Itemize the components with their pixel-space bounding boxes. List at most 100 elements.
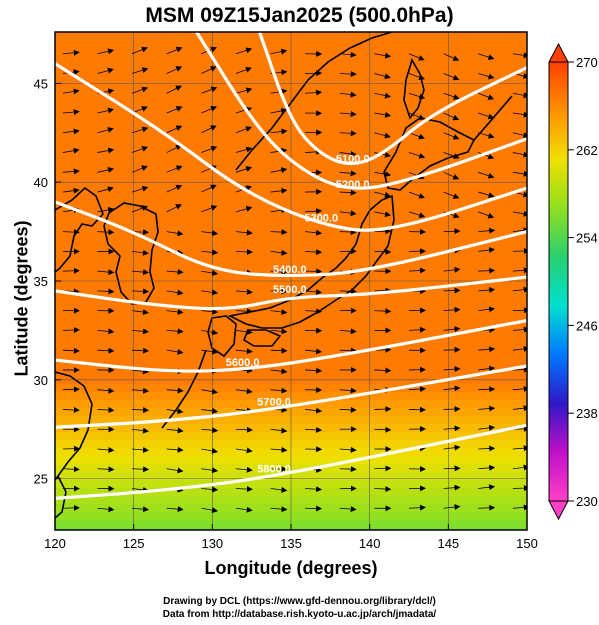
field-cell bbox=[199, 440, 208, 449]
field-cell bbox=[151, 424, 160, 433]
field-cell bbox=[63, 120, 72, 129]
field-cell bbox=[159, 376, 168, 385]
field-cell bbox=[415, 472, 424, 481]
field-cell bbox=[487, 40, 496, 49]
field-cell bbox=[271, 104, 280, 113]
field-cell bbox=[359, 144, 368, 153]
field-cell bbox=[455, 184, 464, 193]
field-cell bbox=[191, 208, 200, 217]
field-cell bbox=[519, 96, 527, 105]
field-cell bbox=[167, 80, 176, 89]
field-cell bbox=[279, 256, 288, 265]
wind-arrow bbox=[166, 308, 184, 315]
field-cell bbox=[63, 480, 72, 489]
wind-arrow bbox=[339, 466, 357, 473]
field-cell bbox=[407, 512, 416, 521]
field-cell bbox=[167, 152, 176, 161]
field-cell bbox=[159, 496, 168, 505]
field-cell bbox=[231, 224, 240, 233]
field-cell bbox=[479, 40, 488, 49]
field-cell bbox=[247, 528, 256, 530]
field-cell bbox=[199, 288, 208, 297]
field-cell bbox=[55, 368, 64, 377]
field-cell bbox=[335, 320, 344, 329]
colorbar-tick-label: 262 bbox=[576, 143, 598, 158]
wind-arrow bbox=[131, 86, 149, 94]
field-cell bbox=[255, 344, 264, 353]
colorbar-tick-label: 230 bbox=[576, 494, 598, 509]
field-cell bbox=[447, 176, 456, 185]
field-cell bbox=[247, 456, 256, 465]
field-cell bbox=[191, 32, 200, 41]
field-cell bbox=[175, 192, 184, 201]
field-cell bbox=[127, 272, 136, 281]
field-cell bbox=[439, 384, 448, 393]
field-cell bbox=[375, 232, 384, 241]
field-cell bbox=[191, 288, 200, 297]
field-cell bbox=[431, 200, 440, 209]
field-cell bbox=[367, 200, 376, 209]
field-cell bbox=[487, 512, 496, 521]
field-cell bbox=[223, 112, 232, 121]
field-cell bbox=[63, 72, 72, 81]
field-cell bbox=[167, 392, 176, 401]
field-cell bbox=[151, 280, 160, 289]
field-cell bbox=[463, 184, 472, 193]
field-cell bbox=[223, 88, 232, 97]
field-cell bbox=[383, 48, 392, 57]
field-cell bbox=[55, 488, 64, 497]
field-cell bbox=[303, 88, 312, 97]
field-cell bbox=[199, 240, 208, 249]
field-cell bbox=[471, 344, 480, 353]
field-cell bbox=[55, 480, 64, 489]
field-cell bbox=[223, 168, 232, 177]
field-cell bbox=[503, 152, 512, 161]
field-cell bbox=[503, 416, 512, 425]
wind-arrow bbox=[443, 92, 460, 100]
field-cell bbox=[143, 392, 152, 401]
field-cell bbox=[239, 456, 248, 465]
field-cell bbox=[159, 320, 168, 329]
field-cell bbox=[127, 416, 136, 425]
field-cell bbox=[495, 488, 504, 497]
field-cell bbox=[159, 32, 168, 41]
field-cell bbox=[239, 272, 248, 281]
field-cell bbox=[55, 280, 64, 289]
field-cell bbox=[263, 192, 272, 201]
field-cell bbox=[503, 336, 512, 345]
field-cell bbox=[55, 216, 64, 225]
field-cell bbox=[335, 160, 344, 169]
field-cell bbox=[207, 72, 216, 81]
field-cell bbox=[151, 456, 160, 465]
field-cell bbox=[79, 240, 88, 249]
field-cell bbox=[487, 88, 496, 97]
field-cell bbox=[135, 56, 144, 65]
field-cell bbox=[175, 376, 184, 385]
field-cell bbox=[407, 168, 416, 177]
field-cell bbox=[135, 440, 144, 449]
field-cell bbox=[207, 88, 216, 97]
field-cell bbox=[207, 272, 216, 281]
field-cell bbox=[311, 344, 320, 353]
field-cell bbox=[199, 416, 208, 425]
field-cell bbox=[351, 296, 360, 305]
field-cell bbox=[103, 384, 112, 393]
field-cell bbox=[71, 64, 80, 73]
field-cell bbox=[215, 80, 224, 89]
field-cell bbox=[359, 456, 368, 465]
field-cell bbox=[87, 104, 96, 113]
field-cell bbox=[479, 384, 488, 393]
field-cell bbox=[167, 288, 176, 297]
field-cell bbox=[359, 168, 368, 177]
wind-arrow bbox=[270, 167, 288, 174]
wind-arrow bbox=[201, 329, 219, 336]
contour-line bbox=[55, 364, 527, 429]
field-cell bbox=[311, 176, 320, 185]
field-cell bbox=[79, 280, 88, 289]
field-cell bbox=[415, 56, 424, 65]
field-cell bbox=[319, 456, 328, 465]
field-cell bbox=[495, 272, 504, 281]
field-cell bbox=[183, 96, 192, 105]
field-cell bbox=[359, 440, 368, 449]
field-cell bbox=[343, 384, 352, 393]
